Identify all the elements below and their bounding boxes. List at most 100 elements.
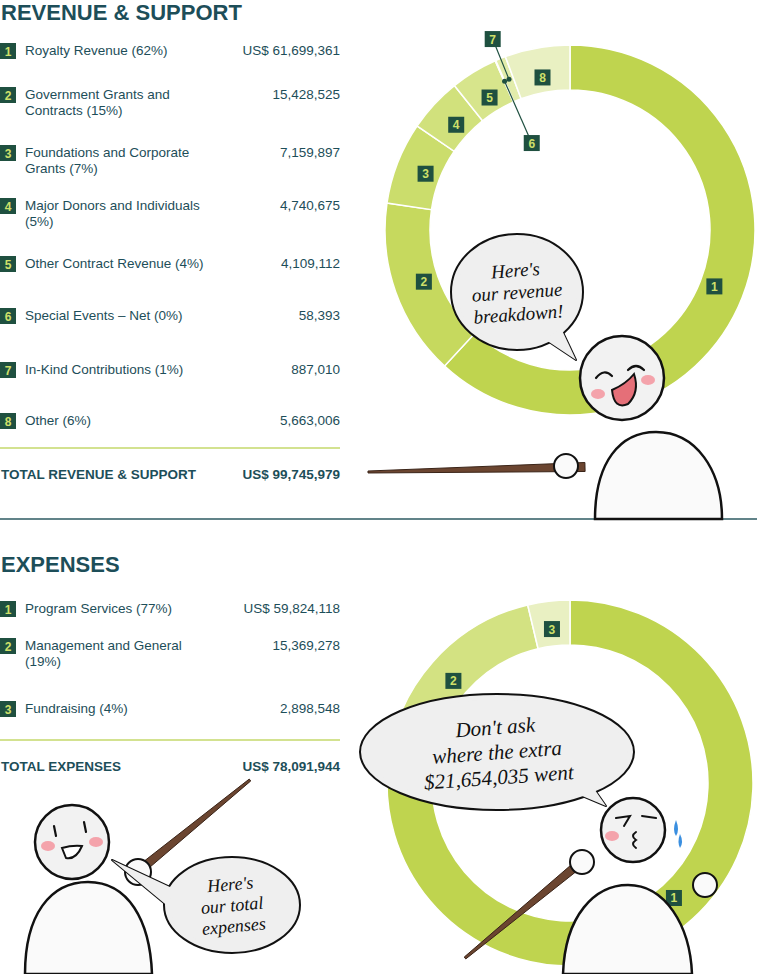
bubble-inner	[170, 863, 294, 947]
slice-number: 1	[706, 278, 722, 294]
row-value: 887,010	[291, 362, 340, 377]
row-number-text: 3	[5, 147, 12, 161]
row-number-text: 2	[5, 89, 12, 103]
donut-slice	[505, 45, 570, 99]
bubble-text-group: Here'sour revenuebreakdown!	[470, 257, 565, 328]
slice-number-text: 2	[421, 275, 428, 289]
row-number: 3	[0, 145, 16, 161]
total-label: TOTAL REVENUE & SUPPORT	[1, 467, 197, 482]
slice-number-text: 7	[489, 33, 496, 47]
character-cheek	[591, 389, 605, 399]
speech-bubble: Here'sour totalexpenses	[112, 857, 300, 953]
donut-slice	[528, 600, 570, 649]
bubble-tail	[112, 860, 172, 908]
total-value: US$ 99,745,979	[242, 467, 340, 482]
slice-number: 5	[482, 90, 498, 106]
row-label: Foundations and CorporateGrants (7%)	[25, 145, 189, 176]
slice-number: 2	[416, 274, 432, 290]
bubble-text-group: Don't askwhere the extra$21,654,035 went	[420, 710, 576, 794]
slice-number-text: 3	[422, 167, 429, 181]
row-value: 4,740,675	[280, 198, 340, 213]
donut-slice	[387, 600, 753, 966]
text-line: Management and General	[25, 638, 182, 653]
bubble-body	[451, 234, 583, 350]
row-number-text: 3	[5, 703, 12, 717]
leader-dot	[507, 77, 512, 82]
row-number: 1	[0, 601, 16, 617]
row-value: 2,898,548	[280, 701, 340, 716]
row-value: 58,393	[299, 308, 340, 323]
leader-dot	[502, 79, 507, 84]
character-mouth	[62, 846, 82, 859]
slice-number-box	[482, 90, 498, 106]
text-line: Royalty Revenue (62%)	[25, 43, 168, 58]
leader-line	[505, 81, 532, 143]
row-number-text: 1	[5, 45, 12, 59]
row-number-text: 1	[5, 603, 12, 617]
text-line: (19%)	[25, 654, 61, 669]
row-label: Fundraising (4%)	[25, 701, 128, 716]
bubble-inner	[366, 700, 628, 804]
character-hand	[570, 850, 594, 874]
slice-number-box	[706, 278, 722, 294]
slice-number: 6	[524, 135, 540, 151]
slice-number: 3	[418, 166, 434, 182]
face-line	[596, 372, 612, 378]
text-line: Grants (7%)	[25, 161, 98, 176]
text-line: Contracts (15%)	[25, 103, 123, 118]
character-body	[563, 885, 692, 974]
row-number: 3	[0, 701, 16, 717]
total-rule	[0, 447, 340, 449]
row-number-box	[0, 638, 16, 654]
bubble-text: $21,654,035 went	[423, 760, 575, 794]
slice-number-box	[485, 31, 501, 47]
row-label: Government Grants andContracts (15%)	[25, 87, 170, 118]
character-head	[601, 798, 665, 862]
character-cheek	[605, 831, 619, 841]
row-number-box	[0, 145, 16, 161]
slice-number-box	[445, 673, 461, 689]
slice-number-box	[418, 166, 434, 182]
character-head	[35, 805, 109, 879]
slice-number-text: 1	[671, 891, 678, 905]
bubble-text: Here's	[205, 872, 254, 896]
row-number-box	[0, 308, 16, 324]
character-cheek	[89, 837, 103, 847]
character-hand	[554, 454, 578, 478]
bubble-body	[360, 694, 634, 810]
text-line: Program Services (77%)	[25, 601, 172, 616]
row-value: 15,428,525	[272, 87, 340, 102]
face-line	[616, 816, 630, 826]
row-number: 4	[0, 198, 16, 214]
row-number-box	[0, 601, 16, 617]
row-label: In-Kind Contributions (1%)	[25, 362, 183, 377]
bubble-text: breakdown!	[473, 300, 564, 327]
row-number: 8	[0, 413, 16, 429]
bubble-tail-fill	[112, 860, 172, 908]
row-label: Major Donors and Individuals(5%)	[25, 198, 200, 229]
row-number: 2	[0, 87, 16, 103]
bubble-text: Here's	[489, 258, 540, 282]
row-number-text: 6	[5, 310, 12, 324]
text-line: Major Donors and Individuals	[25, 198, 200, 213]
slice-number-text: 1	[711, 280, 718, 294]
background	[0, 0, 757, 974]
slice-number-text: 8	[539, 71, 546, 85]
character-hand	[693, 873, 717, 897]
character-body	[595, 432, 722, 519]
row-number-text: 7	[5, 364, 12, 378]
speech-bubble: Here'sour revenuebreakdown!	[451, 234, 583, 360]
total-rule	[0, 739, 340, 741]
row-value: 15,369,278	[272, 638, 340, 653]
slice-number: 4	[448, 117, 464, 133]
text-line: Other Contract Revenue (4%)	[25, 256, 204, 271]
row-value: 5,663,006	[280, 413, 340, 428]
text-line: Foundations and Corporate	[25, 145, 189, 160]
row-number-box	[0, 87, 16, 103]
row-number-box	[0, 198, 16, 214]
face-line	[628, 366, 644, 370]
text-line: In-Kind Contributions (1%)	[25, 362, 183, 377]
row-number-box	[0, 43, 16, 59]
bubble-inner	[457, 240, 577, 344]
slice-number-box	[524, 135, 540, 151]
